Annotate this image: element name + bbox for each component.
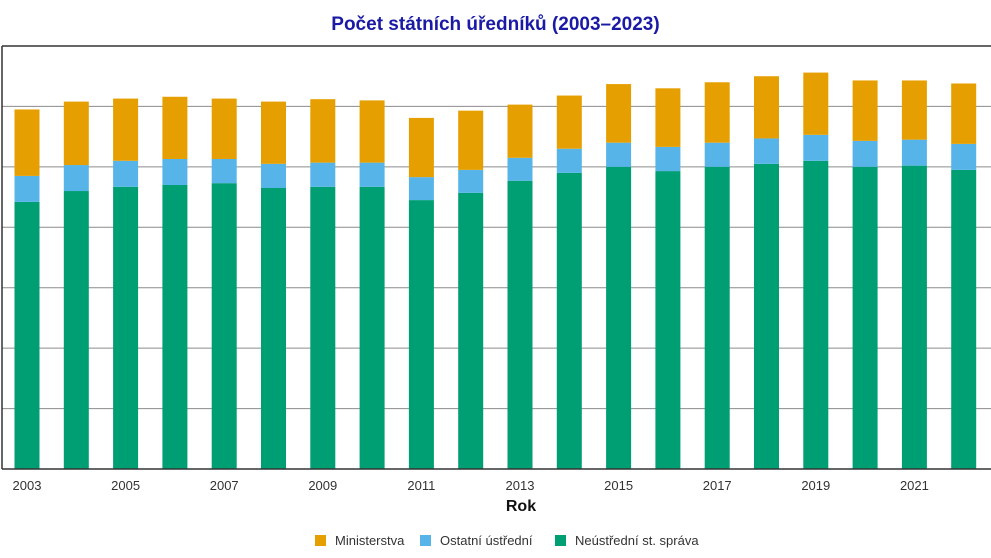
bar-segment <box>211 98 237 160</box>
bars <box>14 72 977 470</box>
legend-swatch <box>555 535 566 546</box>
bar-segment <box>261 101 286 164</box>
bar-segment <box>14 175 40 202</box>
legend: Ministerstva Ostatní ústřední Neústřední s… <box>315 533 699 548</box>
bar-segment <box>458 169 484 193</box>
bar-segment <box>113 186 139 469</box>
bar-segment <box>556 172 582 469</box>
x-tick-label: 2021 <box>900 478 929 493</box>
legend-item: Neústřední st. správa <box>555 533 699 548</box>
bar-segment <box>507 157 533 181</box>
axes <box>1 45 991 470</box>
x-tick-labels: 2003 2005 2007 2009 2011 2013 2015 2017 2019 2021 <box>13 478 929 493</box>
bar-segment <box>408 117 434 178</box>
bar-segment <box>211 159 237 184</box>
bar-segment <box>359 100 385 163</box>
bar-segment <box>113 160 139 187</box>
x-tick-label: 2013 <box>506 478 535 493</box>
bar-segment <box>162 96 188 160</box>
x-tick-label: 2003 <box>13 478 42 493</box>
bar-segment <box>704 142 730 167</box>
x-tick-label: 2009 <box>308 478 337 493</box>
x-tick-label: 2019 <box>801 478 830 493</box>
bar-segment <box>951 143 977 170</box>
bar-segment <box>901 80 927 140</box>
legend-swatch <box>315 535 326 546</box>
bar-segment <box>113 98 139 161</box>
legend-label: Ministerstva <box>335 533 405 548</box>
bar-segment <box>803 72 829 135</box>
bar-segment <box>359 162 385 187</box>
bar-segment <box>458 110 484 170</box>
bar-segment <box>803 134 829 161</box>
x-tick-label: 2017 <box>703 478 732 493</box>
bar-segment <box>655 171 681 469</box>
bar-segment <box>63 191 89 469</box>
bar-segment <box>310 186 336 469</box>
bar-segment <box>63 165 89 192</box>
bar-segment <box>507 104 533 158</box>
bar-segment <box>704 82 730 143</box>
x-axis-title: Rok <box>506 498 536 515</box>
legend-swatch <box>420 535 431 546</box>
bar-segment <box>408 177 434 201</box>
bar-segment <box>901 165 927 470</box>
bar-segment <box>556 95 582 149</box>
chart-title: Počet státních úředníků (2003–2023) <box>331 14 660 35</box>
bar-segment <box>951 83 977 144</box>
bar-segment <box>261 163 286 189</box>
bar-segment <box>655 88 681 147</box>
x-tick-label: 2007 <box>210 478 239 493</box>
gridlines <box>2 105 991 410</box>
bar-segment <box>63 101 89 166</box>
x-tick-label: 2011 <box>407 478 435 493</box>
bar-segment <box>803 160 829 470</box>
bar-segment <box>359 186 385 469</box>
bar-segment <box>556 148 582 173</box>
bar-segment <box>261 188 286 469</box>
bar-segment <box>310 99 336 163</box>
bar-segment <box>852 80 878 141</box>
x-tick-label: 2015 <box>604 478 633 493</box>
bar-segment <box>162 184 188 469</box>
bar-segment <box>458 192 484 469</box>
bar-segment <box>14 109 40 176</box>
bar-segment <box>507 180 533 469</box>
bar-segment <box>852 140 878 167</box>
legend-label: Ostatní ústřední <box>440 533 533 548</box>
bar-segment <box>754 138 779 164</box>
bar-segment <box>162 159 188 185</box>
legend-item: Ministerstva <box>315 533 405 548</box>
legend-label: Neústřední st. správa <box>575 533 699 548</box>
bar-segment <box>704 166 730 469</box>
bar-segment <box>14 201 40 470</box>
bar-segment <box>951 169 977 469</box>
bar-segment <box>310 162 336 187</box>
bar-segment <box>901 139 927 166</box>
legend-item: Ostatní ústřední <box>420 533 533 548</box>
bar-segment <box>754 76 779 139</box>
bar-segment <box>655 146 681 172</box>
bar-segment <box>606 142 632 167</box>
bar-segment <box>606 84 632 143</box>
x-tick-label: 2005 <box>111 478 140 493</box>
bar-segment <box>606 166 632 469</box>
bar-segment <box>754 163 779 470</box>
bar-segment <box>852 166 878 469</box>
bar-segment <box>211 183 237 469</box>
bar-segment <box>408 200 434 470</box>
